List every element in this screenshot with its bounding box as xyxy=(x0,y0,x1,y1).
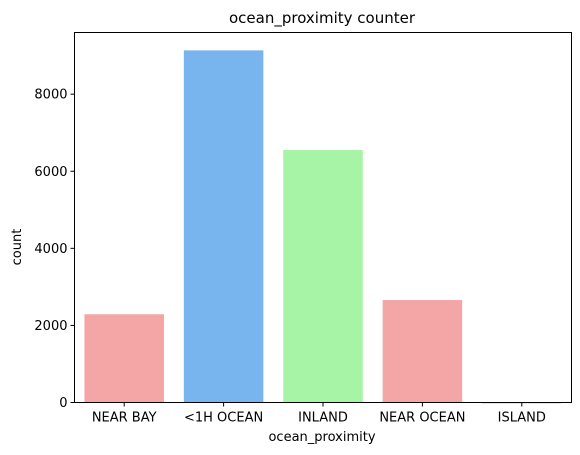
x-axis-label: ocean_proximity xyxy=(268,430,375,445)
plot-frame xyxy=(74,32,572,403)
y-tick-label: 6000 xyxy=(34,165,67,180)
bar xyxy=(183,50,264,403)
bar xyxy=(382,300,463,403)
x-tick-label: NEAR BAY xyxy=(92,411,157,426)
x-tick-label: ISLAND xyxy=(498,411,546,426)
chart-title: ocean_proximity counter xyxy=(229,9,416,28)
y-tick-label: 2000 xyxy=(34,319,67,334)
bar xyxy=(84,314,164,403)
bars-group xyxy=(84,50,562,404)
x-axis-ticks: NEAR BAY <1H OCEAN INLAND NEAR OCEAN ISLAND xyxy=(92,402,546,426)
x-tick-label: <1H OCEAN xyxy=(184,411,263,426)
x-tick-label: INLAND xyxy=(298,411,348,426)
y-tick-label: 4000 xyxy=(34,242,67,257)
y-axis-ticks: 0 2000 4000 6000 8000 xyxy=(34,88,75,411)
y-tick-label: 8000 xyxy=(34,88,67,103)
y-axis-label: count xyxy=(10,229,25,266)
bar xyxy=(283,150,363,403)
y-tick-label: 0 xyxy=(59,396,67,411)
x-tick-label: NEAR OCEAN xyxy=(379,411,465,426)
